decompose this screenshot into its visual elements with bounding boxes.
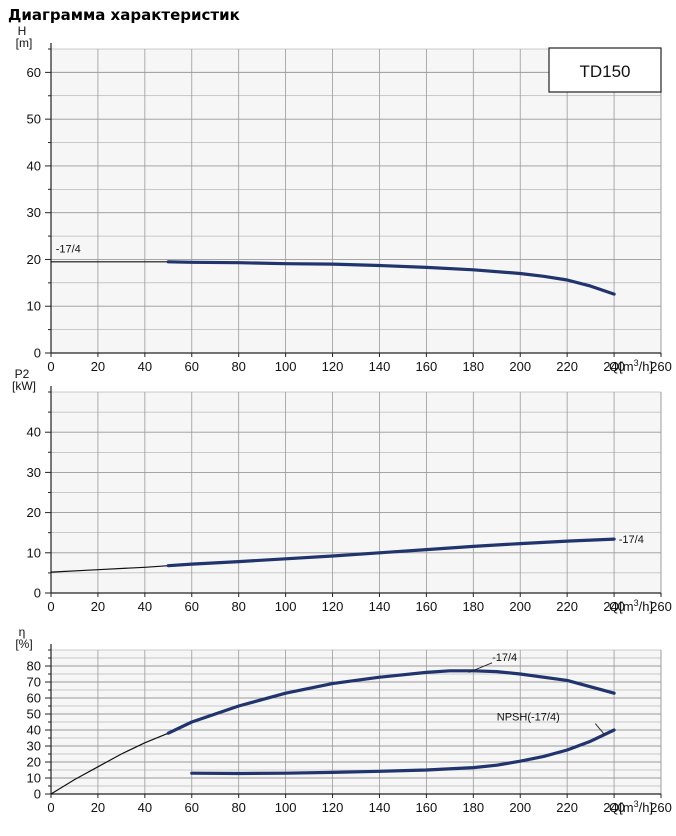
x-axis-unit: Q[m3/h] bbox=[609, 358, 653, 374]
x-tick-label: 80 bbox=[231, 359, 245, 374]
x-tick-label: 80 bbox=[231, 800, 245, 815]
x-tick-label: 120 bbox=[322, 800, 344, 815]
x-tick-label: 60 bbox=[185, 800, 199, 815]
x-tick-label: 60 bbox=[185, 359, 199, 374]
x-tick-label: 120 bbox=[322, 599, 344, 614]
x-tick-label: 80 bbox=[231, 599, 245, 614]
y-axis-unit: [%] bbox=[15, 637, 32, 651]
x-tick-label: 240 bbox=[603, 800, 625, 815]
label-leader-line bbox=[594, 723, 606, 736]
x-tick-label: 100 bbox=[275, 800, 297, 815]
y-tick-label: 20 bbox=[27, 252, 41, 267]
x-tick-label: 40 bbox=[138, 599, 152, 614]
model-box: TD150 bbox=[548, 47, 662, 93]
x-tick-label: 20 bbox=[91, 359, 105, 374]
x-tick-label: 180 bbox=[462, 800, 484, 815]
y-tick-label: 80 bbox=[27, 659, 41, 674]
x-tick-label: 200 bbox=[509, 800, 531, 815]
x-tick-label: 240 bbox=[603, 359, 625, 374]
x-tick-label: 240 bbox=[603, 599, 625, 614]
head-chart-panel: 0 10 20 30 40 50 60 0 20 40 60 80 100 120 140 160 180 200… bbox=[16, 24, 672, 374]
y-tick-label: 20 bbox=[27, 505, 41, 520]
curve-label: -17/4 bbox=[56, 243, 81, 255]
y-axis-title: η bbox=[19, 625, 26, 639]
y-tick-label: 10 bbox=[27, 545, 41, 560]
x-tick-label: 140 bbox=[369, 359, 391, 374]
power-chart-panel: 0 10 20 30 40 0 20 40 60 80 100 120 140 160 180 200 220 2… bbox=[12, 367, 672, 614]
x-tick-label: 140 bbox=[369, 800, 391, 815]
y-axis-unit: [m] bbox=[16, 36, 33, 50]
x-tick-label: 40 bbox=[138, 359, 152, 374]
x-tick-label: 100 bbox=[275, 599, 297, 614]
y-tick-label: 20 bbox=[27, 755, 41, 770]
y-axis-title: H bbox=[18, 24, 27, 38]
curve-line bbox=[166, 669, 616, 735]
y-tick-label: 30 bbox=[27, 465, 41, 480]
x-tick-label: 60 bbox=[185, 599, 199, 614]
x-tick-label: 220 bbox=[556, 800, 578, 815]
y-tick-label: 40 bbox=[27, 425, 41, 440]
y-tick-label: 10 bbox=[27, 771, 41, 786]
x-tick-label: 100 bbox=[275, 359, 297, 374]
x-tick-label: 220 bbox=[556, 359, 578, 374]
x-tick-label: 140 bbox=[369, 599, 391, 614]
y-tick-label: 50 bbox=[27, 112, 41, 127]
curve-extension-line bbox=[50, 732, 169, 795]
y-tick-label: 0 bbox=[34, 346, 41, 361]
x-tick-label: 260 bbox=[650, 800, 672, 815]
x-tick-label: 220 bbox=[556, 599, 578, 614]
x-tick-label: 20 bbox=[91, 800, 105, 815]
y-tick-label: 30 bbox=[27, 739, 41, 754]
x-tick-label: 20 bbox=[91, 599, 105, 614]
y-axis-title: P2 bbox=[15, 367, 30, 381]
y-tick-label: 60 bbox=[27, 691, 41, 706]
y-axis-unit: [kW] bbox=[12, 379, 36, 393]
page-title: Диаграмма характеристик bbox=[8, 6, 240, 24]
curve-line bbox=[166, 260, 616, 296]
x-axis-unit: Q[m3/h] bbox=[609, 598, 653, 614]
x-axis-unit: Q[m3/h] bbox=[609, 799, 653, 815]
y-tick-label: 70 bbox=[27, 675, 41, 690]
curve-label: -17/4 bbox=[619, 534, 644, 546]
plot-area bbox=[51, 49, 661, 353]
x-tick-label: 200 bbox=[509, 359, 531, 374]
x-tick-label: 260 bbox=[650, 359, 672, 374]
model-box-frame bbox=[548, 47, 662, 93]
y-tick-label: 40 bbox=[27, 158, 41, 173]
model-label: TD150 bbox=[579, 62, 630, 81]
x-tick-label: 260 bbox=[650, 599, 672, 614]
x-tick-label: 0 bbox=[47, 599, 54, 614]
x-tick-label: 0 bbox=[47, 800, 54, 815]
curve-label: -17/4 bbox=[492, 652, 517, 664]
x-tick-label: 180 bbox=[462, 599, 484, 614]
y-tick-label: 0 bbox=[34, 787, 41, 802]
x-tick-label: 160 bbox=[416, 359, 438, 374]
y-tick-label: 40 bbox=[27, 723, 41, 738]
curve-label: NPSH(-17/4) bbox=[497, 711, 560, 723]
x-tick-label: 0 bbox=[47, 359, 54, 374]
x-tick-label: 160 bbox=[416, 599, 438, 614]
y-tick-label: 0 bbox=[34, 586, 41, 601]
y-tick-label: 50 bbox=[27, 707, 41, 722]
x-tick-label: 180 bbox=[462, 359, 484, 374]
label-leader-line bbox=[468, 662, 493, 673]
y-tick-label: 30 bbox=[27, 205, 41, 220]
y-tick-label: 60 bbox=[27, 65, 41, 80]
x-tick-label: 160 bbox=[416, 800, 438, 815]
y-tick-label: 10 bbox=[27, 299, 41, 314]
x-tick-label: 120 bbox=[322, 359, 344, 374]
curve-line bbox=[166, 537, 616, 568]
x-tick-label: 200 bbox=[509, 599, 531, 614]
curve-extension-line bbox=[50, 565, 169, 573]
x-tick-label: 40 bbox=[138, 800, 152, 815]
curve-line bbox=[190, 728, 616, 776]
